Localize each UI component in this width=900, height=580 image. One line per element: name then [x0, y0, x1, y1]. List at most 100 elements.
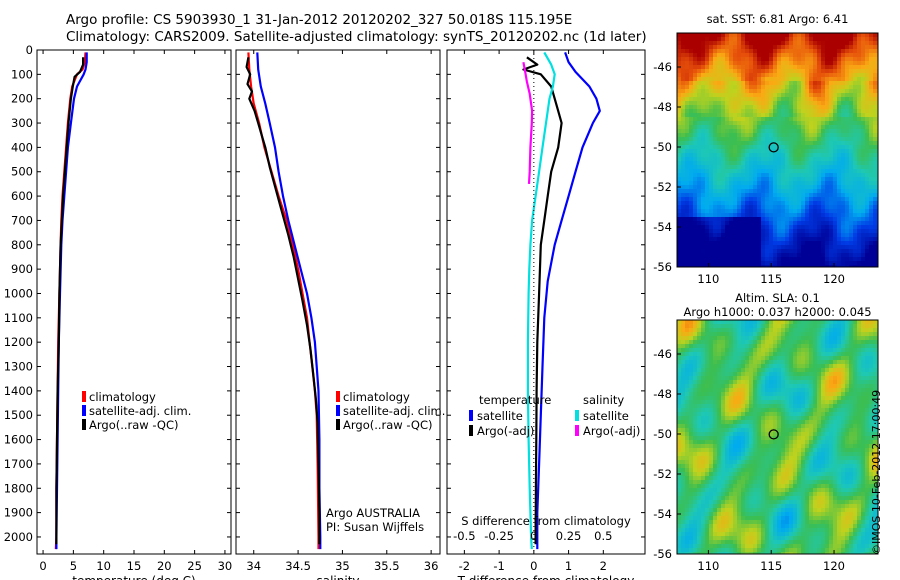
map-cell: [785, 61, 789, 65]
map-cell: [781, 468, 785, 472]
map-cell: [781, 89, 785, 93]
map-cell: [857, 93, 861, 97]
map-cell: [681, 177, 685, 181]
map-cell: [745, 380, 749, 384]
map-cell: [753, 245, 757, 249]
map-cell: [729, 516, 733, 520]
map-cell: [829, 229, 833, 233]
map-cell: [693, 185, 697, 189]
map-cell: [677, 492, 681, 496]
map-cell: [781, 81, 785, 85]
map-cell: [873, 41, 877, 45]
map-cell: [773, 520, 777, 524]
map-cell: [721, 356, 725, 360]
map-cell: [785, 193, 789, 197]
map-cell: [761, 97, 765, 101]
map-cell: [857, 237, 861, 241]
map-cell: [789, 121, 793, 125]
map-cell: [773, 440, 777, 444]
map-cell: [685, 520, 689, 524]
map-cell: [785, 336, 789, 340]
map-cell: [693, 424, 697, 428]
map-cell: [737, 69, 741, 73]
map-cell: [757, 49, 761, 53]
map-cell: [737, 400, 741, 404]
map-cell: [745, 137, 749, 141]
map-cell: [721, 181, 725, 185]
map-cell: [869, 65, 873, 69]
map-cell: [853, 141, 857, 145]
map-cell: [769, 460, 773, 464]
map-cell: [689, 257, 693, 261]
map-cell: [741, 424, 745, 428]
map-cell: [681, 512, 685, 516]
map-cell: [761, 348, 765, 352]
map-cell: [677, 420, 681, 424]
map-cell: [741, 504, 745, 508]
map-cell: [745, 484, 749, 488]
map-cell: [773, 105, 777, 109]
map-cell: [733, 121, 737, 125]
map-cell: [693, 488, 697, 492]
map-cell: [757, 37, 761, 41]
map-cell: [729, 536, 733, 540]
map-cell: [689, 444, 693, 448]
map-cell: [773, 101, 777, 105]
map-cell: [813, 57, 817, 61]
map-cell: [697, 364, 701, 368]
map-cell: [745, 41, 749, 45]
map-cell: [753, 169, 757, 173]
map-cell: [701, 368, 705, 372]
map-cell: [725, 125, 729, 129]
map-cell: [725, 85, 729, 89]
map-cell: [677, 189, 681, 193]
map-cell: [717, 348, 721, 352]
map-cell: [861, 53, 865, 57]
map-cell: [681, 508, 685, 512]
map-cell: [709, 93, 713, 97]
map-cell: [857, 121, 861, 125]
map-cell: [741, 209, 745, 213]
map-cell: [721, 428, 725, 432]
map-cell: [701, 484, 705, 488]
map-cell: [849, 161, 853, 165]
map-cell: [809, 145, 813, 149]
map-cell: [753, 460, 757, 464]
x-tick-label: 35: [335, 559, 350, 573]
map-cell: [837, 125, 841, 129]
map-cell: [693, 480, 697, 484]
map-cell: [817, 181, 821, 185]
map-cell: [701, 221, 705, 225]
map-cell: [833, 257, 837, 261]
map-cell: [781, 420, 785, 424]
map-cell: [733, 245, 737, 249]
map-cell: [733, 424, 737, 428]
map-cell: [789, 109, 793, 113]
map-cell: [817, 101, 821, 105]
map-cell: [689, 69, 693, 73]
map-cell: [789, 37, 793, 41]
map-cell: [777, 93, 781, 97]
map-cell: [729, 356, 733, 360]
map-cell: [813, 205, 817, 209]
map-cell: [737, 520, 741, 524]
map-cell: [789, 165, 793, 169]
map-cell: [825, 121, 829, 125]
map-cell: [753, 516, 757, 520]
map-cell: [869, 185, 873, 189]
profile-location-marker: [768, 142, 779, 153]
map-cell: [697, 332, 701, 336]
map-cell: [733, 528, 737, 532]
map-cell: [713, 121, 717, 125]
map-cell: [857, 221, 861, 225]
map-cell: [737, 121, 741, 125]
map-cell: [789, 544, 793, 548]
map-cell: [781, 257, 785, 261]
map-cell: [781, 117, 785, 121]
map-cell: [769, 65, 773, 69]
map-cell: [873, 101, 877, 105]
map-cell: [789, 49, 793, 53]
map-cell: [737, 241, 741, 245]
map-cell: [781, 101, 785, 105]
map-cell: [709, 265, 713, 267]
